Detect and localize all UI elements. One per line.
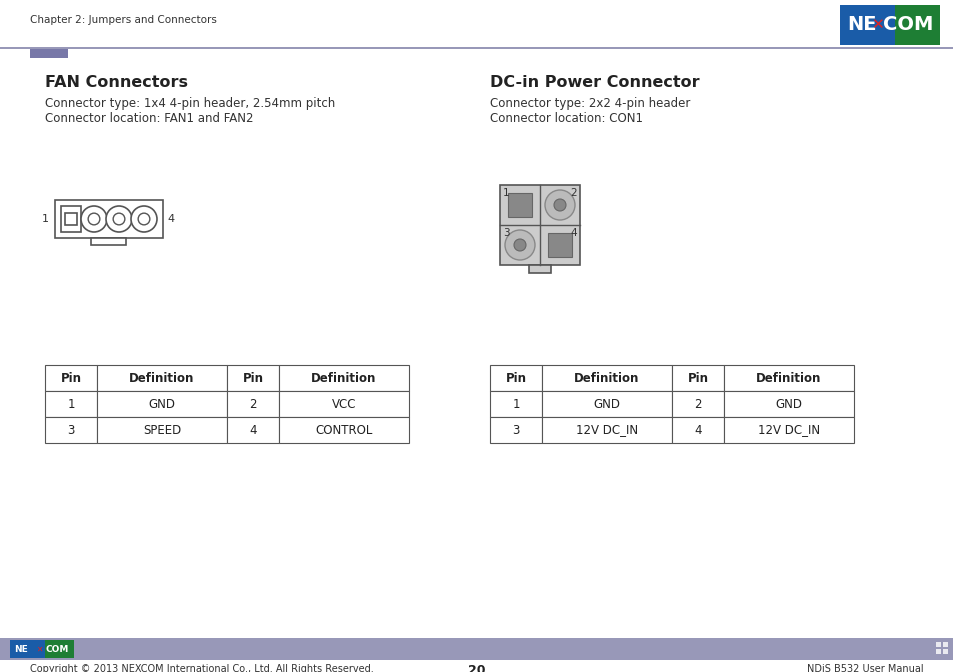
- Text: Connector location: FAN1 and FAN2: Connector location: FAN1 and FAN2: [45, 112, 253, 125]
- Bar: [541, 391, 671, 417]
- Text: DC-in Power Connector: DC-in Power Connector: [490, 75, 699, 90]
- Text: Definition: Definition: [130, 372, 194, 384]
- Bar: [942, 649, 947, 654]
- Bar: [45, 417, 97, 443]
- Bar: [942, 642, 947, 647]
- Bar: [227, 391, 278, 417]
- Bar: [499, 185, 579, 265]
- Text: 4: 4: [167, 214, 174, 224]
- Text: 20: 20: [468, 664, 485, 672]
- Text: Pin: Pin: [505, 372, 526, 384]
- Bar: [723, 365, 853, 391]
- Circle shape: [113, 213, 125, 225]
- Bar: [30, 49, 68, 58]
- Text: 4: 4: [249, 423, 256, 437]
- Text: GND: GND: [775, 398, 801, 411]
- Text: Definition: Definition: [756, 372, 821, 384]
- Bar: [278, 391, 409, 417]
- Text: CONTROL: CONTROL: [315, 423, 373, 437]
- Text: 1: 1: [42, 214, 49, 224]
- Text: Pin: Pin: [242, 372, 263, 384]
- Bar: [490, 391, 541, 417]
- Text: GND: GND: [149, 398, 175, 411]
- Bar: [490, 417, 541, 443]
- Bar: [45, 640, 74, 658]
- Text: Definition: Definition: [311, 372, 376, 384]
- Bar: [671, 417, 723, 443]
- Text: 3: 3: [502, 228, 509, 238]
- Text: 12V DC_IN: 12V DC_IN: [576, 423, 638, 437]
- Text: Chapter 2: Jumpers and Connectors: Chapter 2: Jumpers and Connectors: [30, 15, 216, 25]
- Bar: [227, 417, 278, 443]
- Bar: [10, 640, 45, 658]
- Text: 3: 3: [68, 423, 74, 437]
- Text: 4: 4: [694, 423, 701, 437]
- Text: Definition: Definition: [574, 372, 639, 384]
- Text: 2: 2: [694, 398, 701, 411]
- Bar: [97, 365, 227, 391]
- Text: Copyright © 2013 NEXCOM International Co., Ltd. All Rights Reserved.: Copyright © 2013 NEXCOM International Co…: [30, 664, 374, 672]
- Bar: [61, 206, 81, 232]
- Bar: [55, 200, 163, 238]
- Bar: [840, 5, 894, 45]
- Bar: [935, 649, 940, 654]
- Circle shape: [544, 190, 575, 220]
- Bar: [91, 238, 127, 245]
- Text: Connector type: 2x2 4-pin header: Connector type: 2x2 4-pin header: [490, 97, 690, 110]
- Text: FAN Connectors: FAN Connectors: [45, 75, 188, 90]
- Circle shape: [88, 213, 100, 225]
- Bar: [97, 417, 227, 443]
- Bar: [0, 47, 953, 48]
- Text: ✕: ✕: [36, 644, 42, 653]
- Text: GND: GND: [593, 398, 619, 411]
- Bar: [278, 365, 409, 391]
- Bar: [227, 365, 278, 391]
- Circle shape: [504, 230, 535, 260]
- Text: 1: 1: [67, 398, 74, 411]
- Text: NE: NE: [846, 15, 876, 34]
- Bar: [529, 265, 551, 273]
- Bar: [45, 391, 97, 417]
- Bar: [0, 638, 953, 660]
- Text: Connector type: 1x4 4-pin header, 2.54mm pitch: Connector type: 1x4 4-pin header, 2.54mm…: [45, 97, 335, 110]
- Bar: [490, 365, 541, 391]
- Text: Connector location: CON1: Connector location: CON1: [490, 112, 642, 125]
- Text: 3: 3: [512, 423, 519, 437]
- Circle shape: [131, 206, 157, 232]
- Text: 1: 1: [502, 188, 509, 198]
- Circle shape: [514, 239, 525, 251]
- Text: NDiS B532 User Manual: NDiS B532 User Manual: [806, 664, 923, 672]
- Text: 4: 4: [570, 228, 577, 238]
- Circle shape: [554, 199, 565, 211]
- Text: NE: NE: [14, 644, 28, 653]
- Bar: [507, 193, 532, 217]
- Bar: [671, 365, 723, 391]
- Text: ✕: ✕: [870, 17, 882, 32]
- Bar: [541, 417, 671, 443]
- Text: Pin: Pin: [687, 372, 708, 384]
- Bar: [723, 417, 853, 443]
- Circle shape: [138, 213, 150, 225]
- Bar: [840, 5, 939, 45]
- Bar: [278, 417, 409, 443]
- Bar: [541, 365, 671, 391]
- Circle shape: [106, 206, 132, 232]
- Text: VCC: VCC: [332, 398, 355, 411]
- Text: 2: 2: [570, 188, 577, 198]
- Circle shape: [81, 206, 107, 232]
- Bar: [723, 391, 853, 417]
- Text: 2: 2: [249, 398, 256, 411]
- Text: 12V DC_IN: 12V DC_IN: [757, 423, 820, 437]
- Text: COM: COM: [882, 15, 932, 34]
- Bar: [65, 213, 77, 225]
- Bar: [97, 391, 227, 417]
- Bar: [671, 391, 723, 417]
- Text: SPEED: SPEED: [143, 423, 181, 437]
- Text: COM: COM: [46, 644, 70, 653]
- Bar: [547, 233, 572, 257]
- Bar: [45, 365, 97, 391]
- Text: 1: 1: [512, 398, 519, 411]
- Bar: [935, 642, 940, 647]
- Text: Pin: Pin: [60, 372, 81, 384]
